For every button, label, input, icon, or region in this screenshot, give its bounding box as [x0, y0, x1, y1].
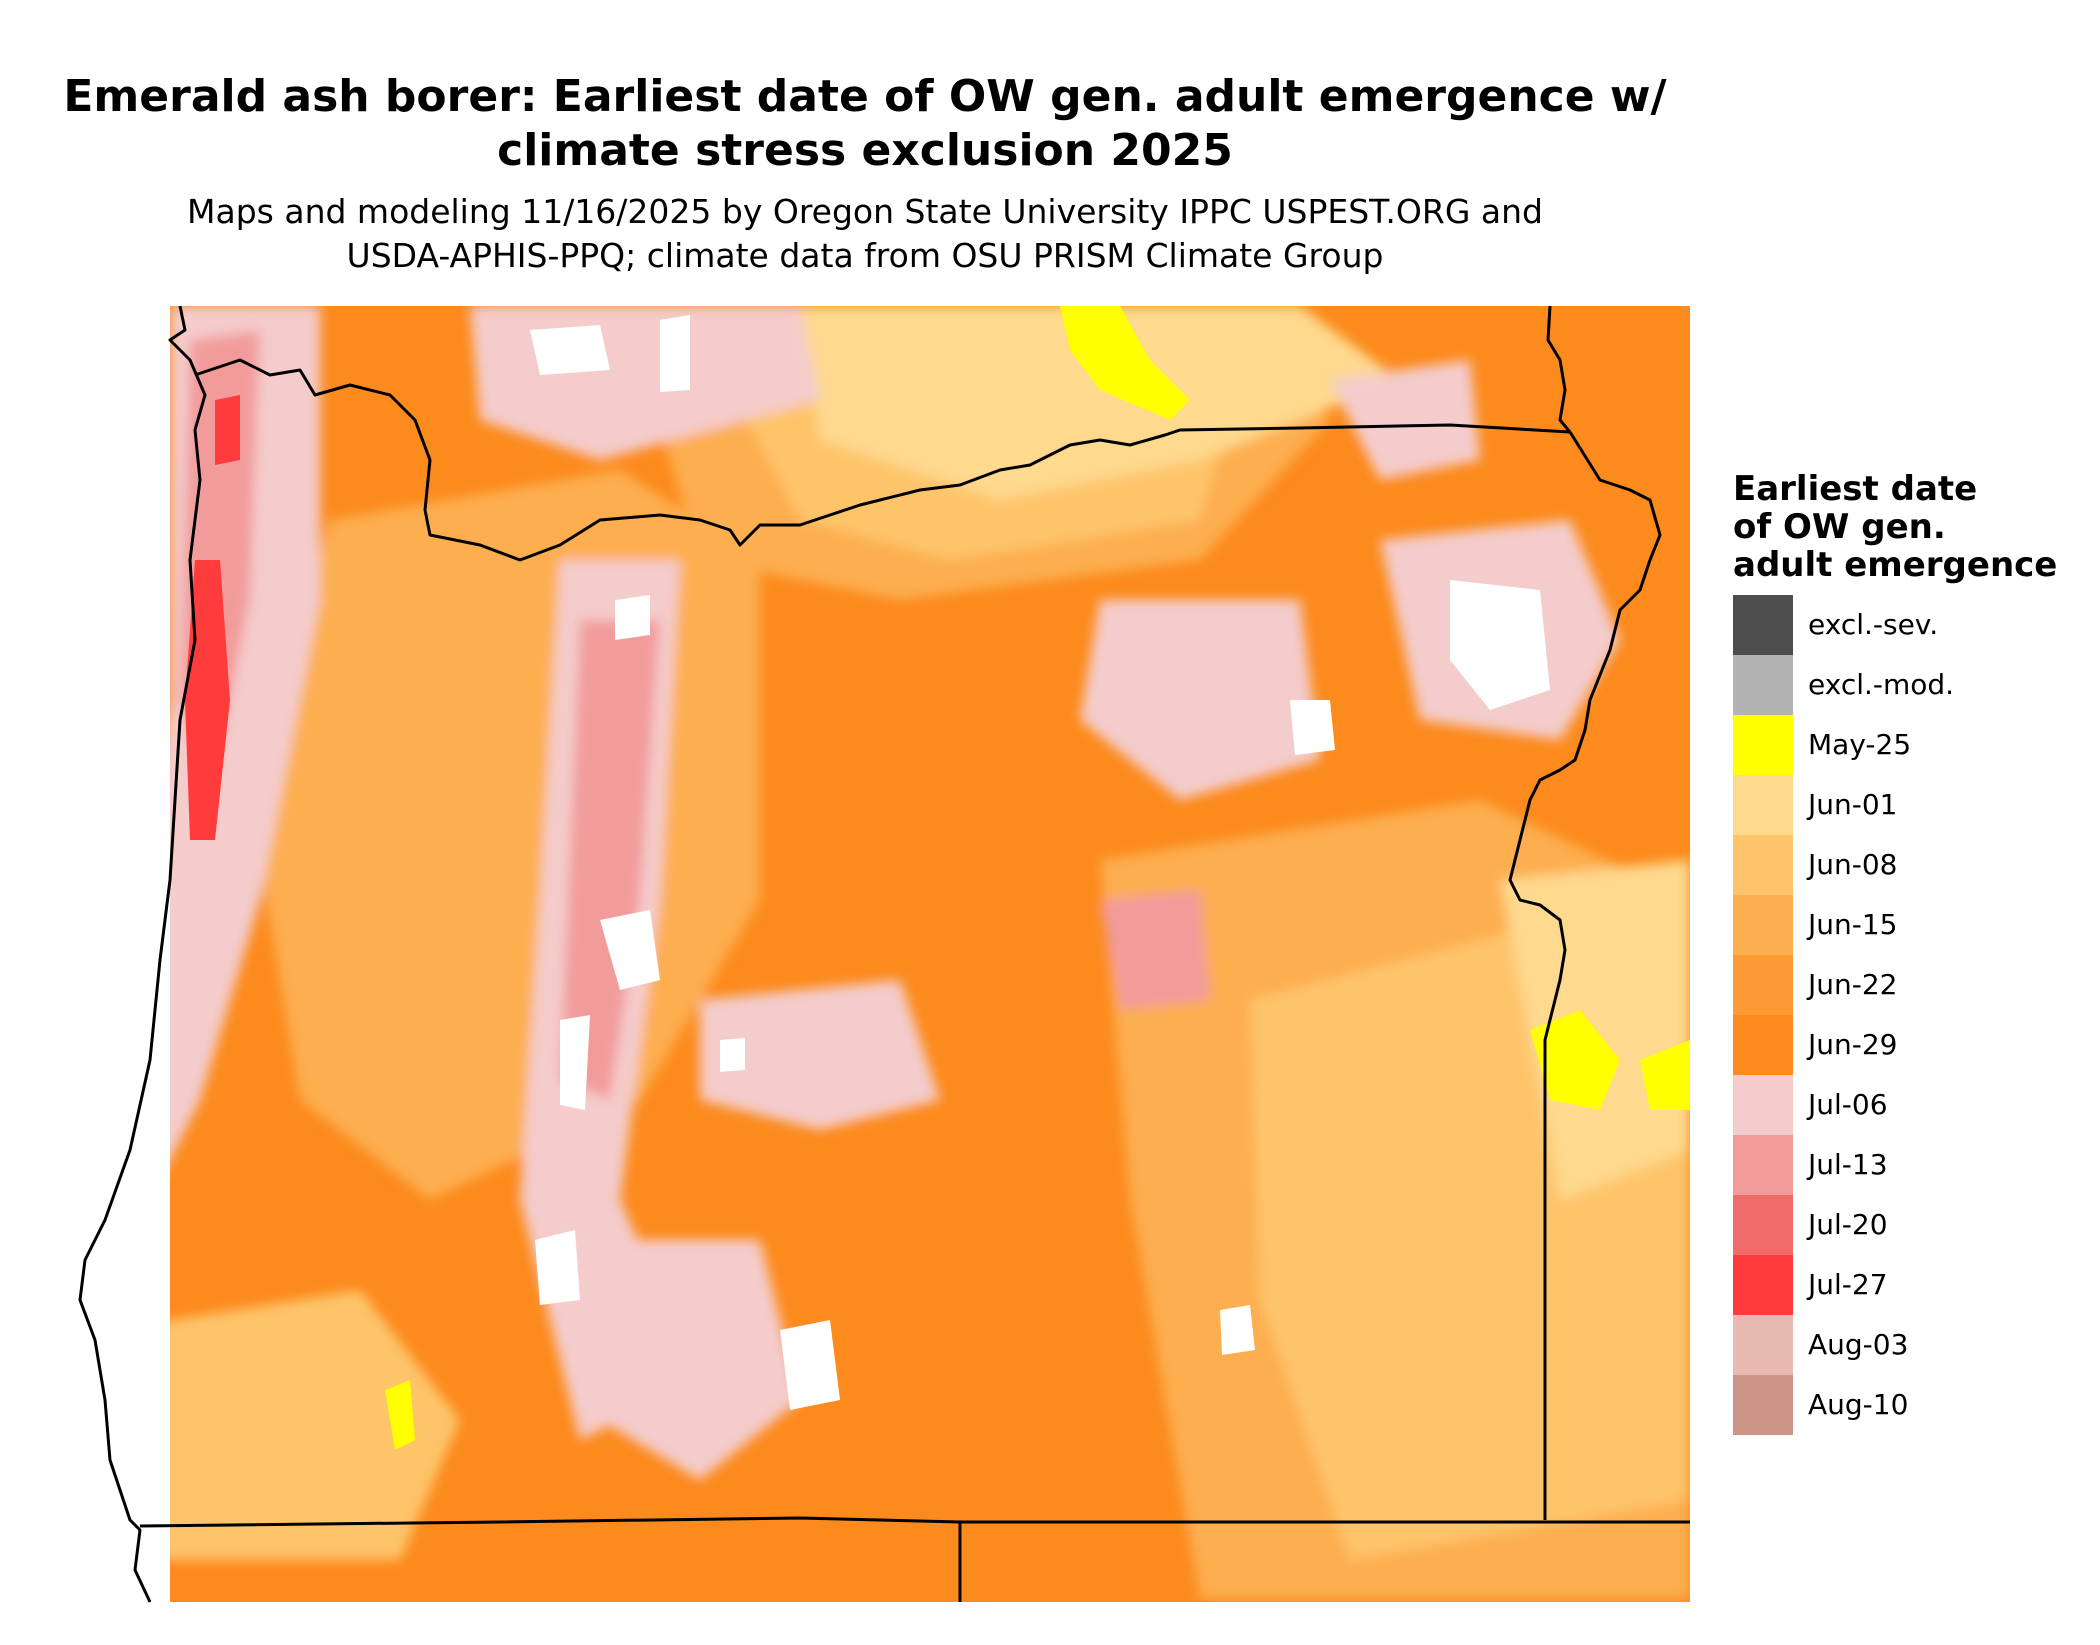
legend-item: Aug-10 — [1733, 1375, 2093, 1435]
zone-may25-east — [1640, 1040, 1690, 1110]
legend-label: Jun-29 — [1808, 1028, 1898, 1061]
legend-item: Jun-29 — [1733, 1015, 2093, 1075]
legend-label: Jun-01 — [1808, 788, 1898, 821]
legend-swatch — [1733, 595, 1793, 655]
map-title-line-1: Emerald ash borer: Earliest date of OW g… — [63, 71, 1667, 122]
legend-swatch — [1733, 1195, 1793, 1255]
no-data-ochoco — [720, 1038, 745, 1072]
legend-label: Jul-27 — [1808, 1268, 1888, 1301]
zone-jun08-southwest — [170, 1290, 460, 1560]
legend-item: excl.-mod. — [1733, 655, 2093, 715]
no-data-blue-mtns — [1290, 700, 1335, 755]
zone-jul06-south — [580, 1240, 800, 1480]
columbia-river — [194, 358, 1571, 562]
legend-item: Jun-01 — [1733, 775, 2093, 835]
legend-item: Jul-13 — [1733, 1135, 2093, 1195]
no-data-wallowa — [1450, 580, 1550, 710]
legend-label: Aug-10 — [1808, 1388, 1909, 1421]
legend-swatch — [1733, 655, 1793, 715]
wa-id-border — [1546, 305, 1572, 433]
legend-label: excl.-mod. — [1808, 668, 1955, 701]
legend-item: May-25 — [1733, 715, 2093, 775]
zone-jul27-coast — [185, 560, 230, 840]
snake-river — [1508, 431, 1662, 1520]
no-data-cascades-1 — [600, 910, 660, 990]
no-data-cascades-3 — [535, 1230, 580, 1305]
coastline — [78, 305, 207, 1603]
legend-swatch — [1733, 895, 1793, 955]
legend-item: Jul-06 — [1733, 1075, 2093, 1135]
legend-title-line-2: of OW gen. — [1733, 507, 1946, 547]
legend-label: Jul-06 — [1808, 1088, 1888, 1121]
legend-title-line-3: adult emergence — [1733, 545, 2058, 585]
no-data-steens — [1220, 1305, 1255, 1355]
southern-border — [139, 1516, 1690, 1528]
legend-item: Jul-20 — [1733, 1195, 2093, 1255]
raster-layer — [170, 306, 1690, 1602]
legend-swatch — [1733, 1255, 1793, 1315]
map-title-line-2: climate stress exclusion 2025 — [497, 125, 1233, 176]
legend-label: Jun-22 — [1808, 968, 1898, 1001]
legend-swatch — [1733, 775, 1793, 835]
zone-may25-columbia — [1060, 306, 1190, 420]
map-subtitle-line-1: Maps and modeling 11/16/2025 by Oregon S… — [187, 192, 1543, 231]
zone-may25-snake — [1530, 1010, 1620, 1110]
no-data-northwest-2 — [530, 325, 610, 375]
legend-label: Jun-15 — [1808, 908, 1898, 941]
legend-item: Jun-15 — [1733, 895, 2093, 955]
legend-label: Aug-03 — [1808, 1328, 1909, 1361]
zone-jul06-wallowa — [1330, 360, 1480, 480]
legend-swatch — [1733, 1375, 1793, 1435]
zone-jul06-central — [700, 980, 940, 1130]
legend-swatch — [1733, 1135, 1793, 1195]
legend-swatch — [1733, 955, 1793, 1015]
legend-title-line-1: Earliest date — [1733, 469, 1978, 509]
legend-label: Jul-13 — [1808, 1148, 1888, 1181]
legend-swatch — [1733, 715, 1793, 775]
legend-item: Aug-03 — [1733, 1315, 2093, 1375]
legend-label: Jun-08 — [1808, 848, 1898, 881]
legend-item: Jun-08 — [1733, 835, 2093, 895]
zone-jul13-cascades — [560, 620, 660, 1100]
zone-jun01-columbia — [800, 306, 1400, 500]
no-data-northwest-1 — [660, 315, 690, 392]
legend-label: Jul-20 — [1808, 1208, 1888, 1241]
legend-label: May-25 — [1808, 728, 1912, 761]
zone-jul13-central — [1100, 890, 1210, 1010]
zone-may25-southwest — [385, 1380, 415, 1450]
legend-item: Jul-27 — [1733, 1255, 2093, 1315]
legend-swatch — [1733, 1315, 1793, 1375]
map-subtitle-line-2: USDA-APHIS-PPQ; climate data from OSU PR… — [346, 236, 1384, 275]
zone-jul06-ochoco — [1080, 600, 1320, 800]
no-data-south — [780, 1320, 840, 1410]
legend-swatch — [1733, 835, 1793, 895]
no-data-cascades-2 — [560, 1015, 590, 1110]
zone-jul27-coast-north — [215, 395, 240, 465]
legend-item: excl.-sev. — [1733, 595, 2093, 655]
no-data-cascades-4 — [615, 595, 650, 640]
legend-swatch — [1733, 1075, 1793, 1135]
legend-label: excl.-sev. — [1808, 608, 1939, 641]
boundaries — [78, 305, 1690, 1603]
legend-swatch — [1733, 1015, 1793, 1075]
no-data-patches — [530, 315, 1550, 1410]
legend-item: Jun-22 — [1733, 955, 2093, 1015]
